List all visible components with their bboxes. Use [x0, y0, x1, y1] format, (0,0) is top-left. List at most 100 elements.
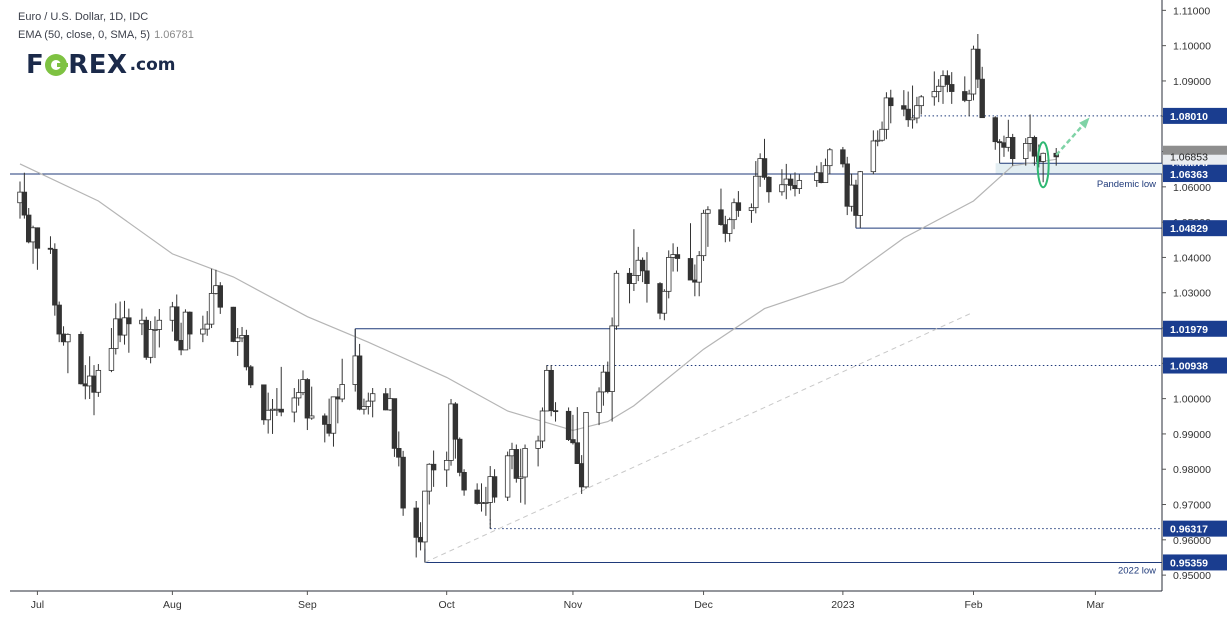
- level-price-tag: 1.08010: [1170, 111, 1208, 123]
- candle-body: [47, 247, 54, 250]
- candle: [1001, 135, 1007, 157]
- candle-body: [108, 348, 115, 371]
- ema-line: [19, 158, 1057, 432]
- candle: [670, 243, 676, 272]
- candle-body: [309, 415, 315, 419]
- candle-body: [330, 396, 337, 434]
- level-price-tag-bg: [1163, 107, 1227, 124]
- candle: [517, 448, 524, 503]
- candle-body: [687, 258, 694, 281]
- candle: [552, 402, 559, 422]
- candle-body: [844, 163, 850, 207]
- candle: [478, 483, 485, 512]
- candle-body: [909, 117, 916, 121]
- candle-body: [962, 91, 968, 101]
- candle: [430, 450, 437, 487]
- candle: [522, 444, 528, 505]
- level-price-tag: 1.04829: [1170, 223, 1208, 235]
- candle-body: [178, 339, 184, 351]
- candle: [86, 356, 93, 399]
- candle: [178, 322, 184, 356]
- candle-body: [369, 393, 376, 402]
- candle: [879, 121, 885, 142]
- candle-body: [639, 259, 646, 272]
- candle-body: [674, 254, 681, 259]
- candle-body: [1005, 137, 1012, 148]
- level-price-tag-bg: [1163, 357, 1227, 374]
- candle-body: [814, 172, 820, 181]
- candle-body: [187, 311, 193, 335]
- candle-body: [300, 379, 306, 394]
- projection-arrow-head: [1079, 117, 1090, 129]
- level-price-tag-bg: [1163, 554, 1227, 571]
- candle-body: [517, 476, 524, 479]
- candle-body: [583, 411, 589, 488]
- candle: [996, 139, 1003, 164]
- candle: [539, 407, 546, 449]
- candle-body: [1009, 137, 1016, 160]
- candle: [1027, 114, 1033, 152]
- candle-body: [666, 257, 672, 292]
- candle-body: [478, 502, 485, 504]
- candle-body: [152, 329, 158, 331]
- candle-body: [352, 355, 358, 385]
- candle: [30, 225, 36, 264]
- price-tick-label: 1.03000: [1173, 288, 1211, 300]
- candle-body: [34, 227, 41, 249]
- candle-body: [935, 85, 942, 92]
- candle-body: [396, 447, 402, 458]
- candle-body: [156, 319, 163, 330]
- candle-body: [996, 141, 1003, 144]
- candle-body: [169, 306, 176, 321]
- candle: [674, 246, 681, 272]
- candle: [60, 326, 67, 346]
- candle-body: [888, 97, 894, 107]
- candle: [914, 96, 920, 124]
- candle-body: [147, 329, 154, 358]
- candle: [949, 72, 955, 104]
- candle-body: [609, 325, 615, 392]
- candle: [718, 188, 724, 226]
- candle-body: [661, 290, 668, 314]
- trend-line: [424, 311, 974, 563]
- candle: [457, 437, 463, 477]
- logo-text-right: REX: [68, 50, 128, 80]
- level-price-tag-bg: [1163, 166, 1227, 183]
- candle: [234, 328, 241, 356]
- candle-body: [56, 304, 62, 335]
- candle-body: [491, 476, 498, 498]
- candle-body: [605, 371, 611, 392]
- candle-body: [570, 439, 576, 444]
- price-tick-label: 1.10000: [1173, 41, 1211, 53]
- candle: [230, 306, 237, 343]
- price-tick-label: 0.98000: [1173, 464, 1211, 476]
- candle: [143, 316, 149, 360]
- candle-body: [30, 227, 36, 243]
- candle-body: [700, 212, 707, 257]
- candle-body: [243, 335, 250, 368]
- candle-body: [822, 165, 829, 184]
- candle: [56, 301, 62, 343]
- candle-body: [487, 476, 493, 503]
- candle-body: [21, 191, 28, 216]
- time-tick-label: Jul: [31, 599, 44, 611]
- candle: [339, 358, 345, 403]
- candle: [779, 169, 785, 196]
- candle: [391, 398, 398, 457]
- candle: [639, 257, 646, 283]
- support-zone: [995, 163, 1162, 175]
- candle-body: [818, 172, 824, 184]
- candle: [483, 486, 489, 516]
- candle: [975, 34, 981, 89]
- candle: [992, 116, 998, 150]
- candle: [461, 469, 467, 496]
- candle-body: [705, 209, 711, 214]
- candle: [265, 392, 271, 434]
- candle: [200, 315, 206, 343]
- candle: [356, 343, 363, 411]
- candle-body: [539, 410, 546, 442]
- candle: [840, 146, 846, 168]
- candle: [422, 490, 428, 563]
- candle-body: [1001, 142, 1007, 148]
- candle-body: [596, 391, 602, 413]
